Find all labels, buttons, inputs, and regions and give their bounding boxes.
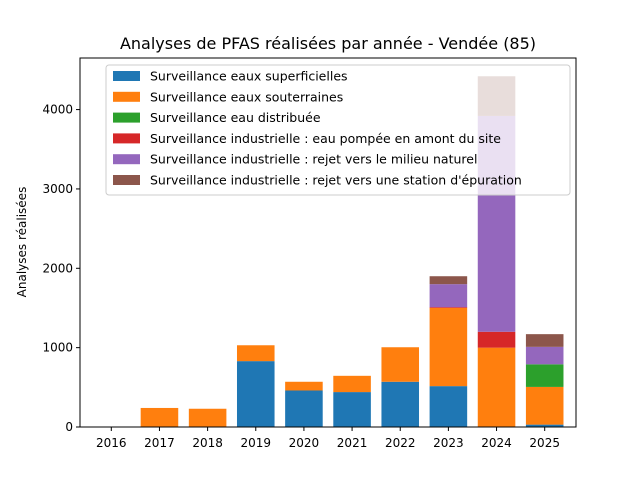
bar-2021-series-1 (333, 375, 371, 393)
y-axis: 0 1000 2000 3000 4000 (42, 103, 80, 434)
bar-2019-series-1 (236, 345, 275, 362)
legend-label: Surveillance industrielle : rejet vers u… (150, 173, 522, 188)
y-tick-label: 2000 (42, 261, 73, 275)
legend-swatch (113, 91, 140, 102)
legend-swatch (113, 133, 140, 144)
x-axis: 2016 2017 2018 2019 2020 2021 2022 2023 2024 2025 (96, 427, 560, 450)
legend-swatch (113, 71, 140, 81)
bar-2025-series-1 (525, 386, 564, 425)
y-tick-label: 0 (65, 420, 73, 434)
bar-2025-series-5 (525, 334, 564, 347)
x-tick-label: 2022 (385, 436, 416, 450)
bar-2024-series-3 (477, 331, 516, 348)
y-tick-label: 3000 (42, 182, 73, 196)
bar-2020-series-0 (285, 390, 323, 427)
bar-2020-series-1 (285, 381, 323, 391)
legend-label: Surveillance eaux souterraines (150, 89, 343, 104)
legend-label: Surveillance eaux superficielles (150, 69, 348, 84)
bar-2025-series-2 (525, 364, 564, 387)
bar-2023-series-0 (429, 386, 468, 427)
bar-2023-series-1 (429, 307, 468, 387)
x-tick-label: 2024 (481, 436, 512, 450)
bar-2024-series-1 (477, 347, 516, 427)
y-axis-label: Analyses réalisées (15, 187, 29, 298)
legend-label: Surveillance industrielle : eau pompée e… (150, 131, 501, 146)
legend-box (105, 64, 571, 196)
legend-swatch (113, 175, 140, 185)
bar-2017-series-1 (140, 407, 179, 427)
bar-2025-series-4 (525, 346, 564, 365)
bar-2021-series-0 (333, 392, 371, 427)
bar-2022-series-0 (381, 381, 420, 427)
legend: Surveillance eaux superficielles Surveill… (105, 64, 571, 196)
bar-2023-series-3 (429, 307, 468, 308)
legend-swatch (113, 154, 140, 165)
y-tick-label: 1000 (42, 341, 73, 355)
x-tick-label: 2018 (192, 436, 223, 450)
x-tick-label: 2017 (144, 436, 175, 450)
x-tick-label: 2025 (529, 436, 560, 450)
y-tick-label: 4000 (42, 103, 73, 117)
x-tick-label: 2019 (240, 436, 271, 450)
x-tick-label: 2016 (96, 436, 127, 450)
plot-frame (79, 57, 577, 428)
x-tick-label: 2021 (337, 436, 368, 450)
x-tick-label: 2023 (433, 436, 464, 450)
bar-2025-series-0 (525, 424, 564, 427)
bar-2023-series-5 (429, 276, 468, 285)
legend-swatch (113, 112, 140, 123)
legend-label: Surveillance eau distribuée (150, 110, 321, 125)
legend-label: Surveillance industrielle : rejet vers l… (150, 152, 477, 167)
chart-title: Analyses de PFAS réalisées par année - V… (120, 34, 536, 53)
bar-2022-series-1 (381, 347, 420, 382)
bar-2023-series-4 (429, 284, 468, 308)
bar-2019-series-0 (236, 361, 275, 427)
x-tick-label: 2020 (289, 436, 320, 450)
bar-2018-series-1 (188, 408, 227, 427)
